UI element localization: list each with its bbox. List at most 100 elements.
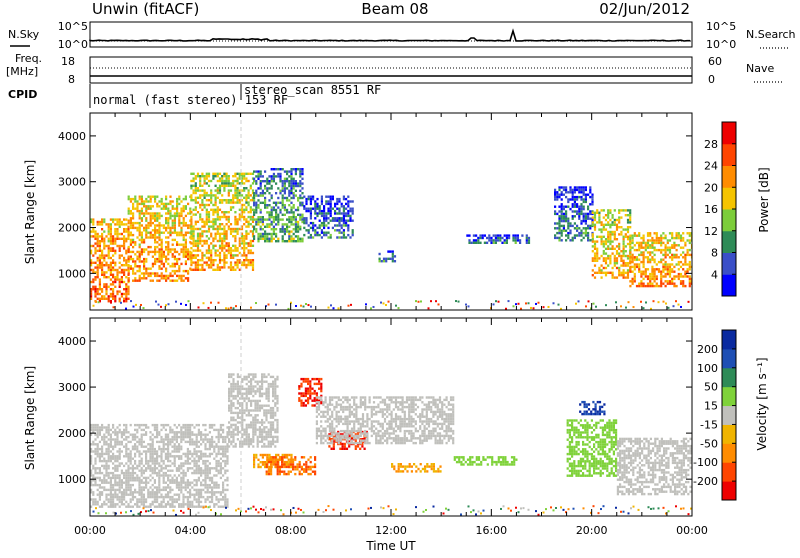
power-cell [219,209,221,211]
power-cell [665,285,667,287]
power-cell [217,187,219,189]
power-cell [248,216,250,218]
power-cell [112,290,114,292]
power-cell [250,261,252,263]
power-cell [275,168,277,170]
power-cell [172,232,174,234]
power-cell [154,253,156,255]
power-cell [667,283,669,285]
power-cell [143,248,145,250]
power-cell [121,278,123,280]
power-cell [161,275,163,277]
velocity-cell [230,417,232,419]
power-cell [286,240,288,242]
power-cell [156,203,158,205]
power-cell [290,216,292,218]
power-cell [221,233,223,235]
velocity-cell [99,470,101,472]
power-cell [612,233,614,235]
power-cell [103,274,105,276]
power-region [629,232,693,287]
power-cell [665,251,667,253]
velocity-cell [160,474,162,476]
power-cell [616,260,618,262]
power-cell [212,237,214,239]
power-cell [262,216,264,218]
velocity-cell [180,489,182,491]
velocity-cell [97,450,99,452]
power-cell [237,266,239,268]
power-cell [264,238,266,240]
power-cell [293,168,295,170]
power-cell [150,222,152,224]
velocity-cell [171,462,173,464]
velocity-cell [138,453,140,455]
velocity-cell [185,482,187,484]
velocity-cell [224,496,226,498]
velocity-cell [196,465,198,467]
power-cell [154,272,156,274]
power-cell [316,234,318,236]
power-cell [163,265,165,267]
power-cell [332,196,334,198]
power-cell [262,180,264,182]
power-cell [565,213,567,215]
power-cell [651,278,653,280]
velocity-cell [171,482,173,484]
velocity-cell [187,498,189,500]
power-cell [288,238,290,240]
velocity-cell [167,434,169,436]
power-cell [330,196,332,198]
power-cell [161,251,163,253]
power-cell [121,238,123,240]
velocity-cell [112,458,114,460]
power-cell [282,206,284,208]
velocity-cell [99,472,101,474]
power-cell [506,239,508,241]
power-cell [603,226,605,228]
velocity-cell [191,434,193,436]
power-cell [228,247,230,249]
velocity-cell [167,496,169,498]
velocity-cell [165,458,167,460]
power-cell [204,182,206,184]
power-cell [158,265,160,267]
power-cell [268,226,270,228]
power-cell [629,226,631,228]
power-cell [565,189,567,191]
power-cell [147,212,149,214]
power-cell [271,221,273,223]
power-cell [248,197,250,199]
velocity-cell [99,491,101,493]
power-cell [105,276,107,278]
velocity-cell [230,409,232,411]
power-cell [141,248,143,250]
power-cell [260,187,262,189]
power-cell [569,198,571,200]
power-cell [345,224,347,226]
power-cell [217,269,219,271]
power-cell [513,305,515,307]
power-cell [103,240,105,242]
power-cell [250,199,252,201]
power-cell [271,223,273,225]
power-cell [169,248,171,250]
power-cell [255,170,257,172]
power-cell [319,224,321,226]
power-cell [528,239,530,241]
velocity-cell [125,424,127,426]
power-cell [188,300,190,302]
velocity-cell [165,424,167,426]
velocity-cell [99,479,101,481]
power-cell [248,189,250,191]
power-cell [190,197,192,199]
power-cell [94,286,96,288]
power-cell [110,288,112,290]
power-cell [193,185,195,187]
power-cell [572,215,574,217]
power-cell [139,280,141,282]
power-cell [215,189,217,191]
velocity-cell [198,477,200,479]
power-cell [252,216,254,218]
power-cell [609,236,611,238]
